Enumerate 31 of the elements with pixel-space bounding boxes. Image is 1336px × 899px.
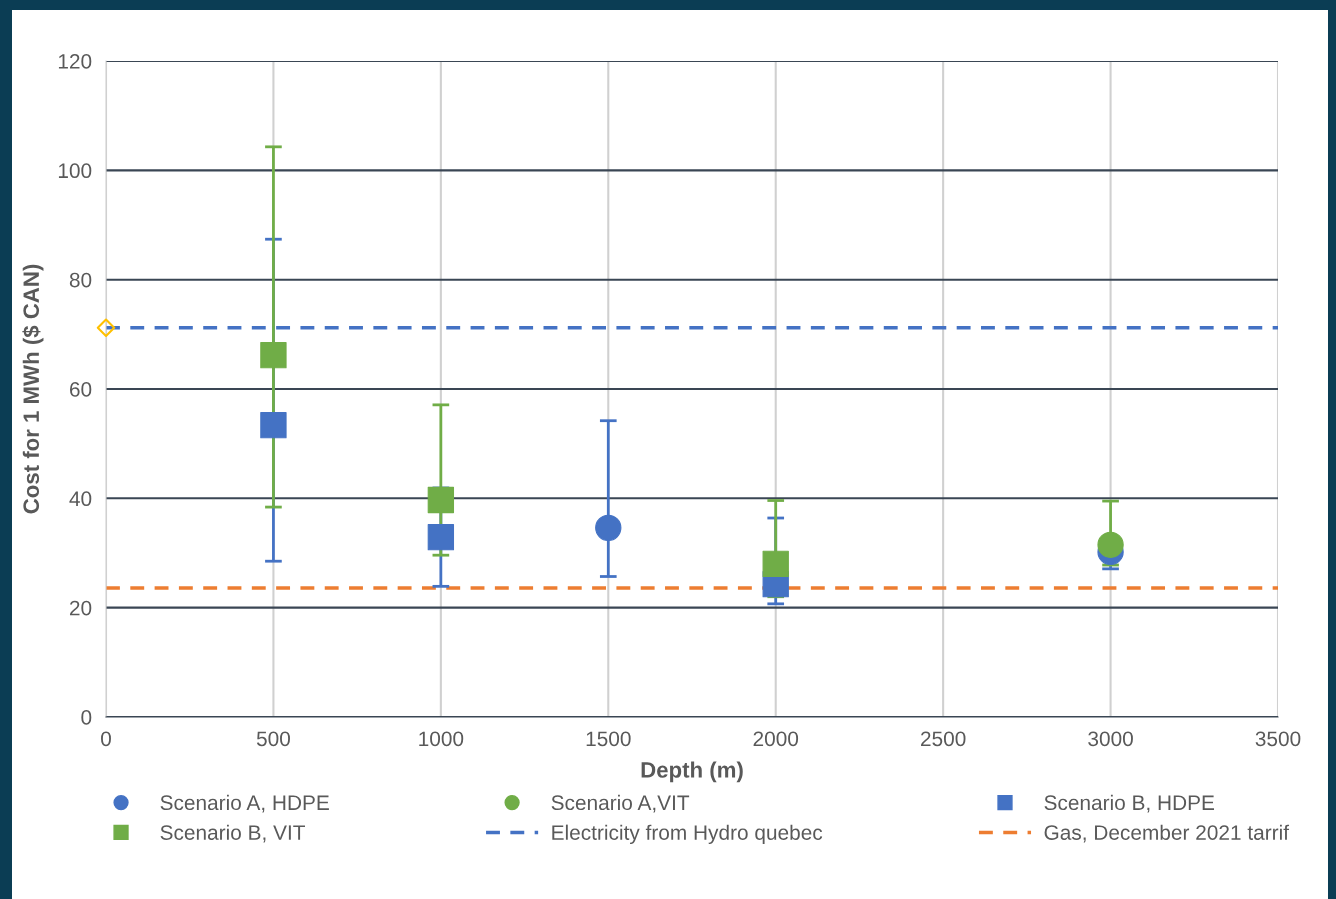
legend-label: Scenario A, HDPE [160, 794, 329, 813]
x-tick-label: 3500 [1255, 731, 1301, 747]
point [595, 514, 622, 542]
x-tick-label: 2000 [753, 731, 799, 747]
y-tick-label: 60 [70, 382, 92, 397]
x-tick-label: 0 [101, 731, 111, 747]
point [1097, 531, 1124, 558]
point [427, 486, 455, 514]
point [427, 523, 455, 551]
x-tick-label: 500 [256, 731, 290, 747]
point [260, 411, 287, 439]
x-tick-label: 1000 [419, 731, 464, 747]
point [96, 318, 116, 338]
x-tick-label: 1500 [586, 731, 631, 747]
legend-label: Gas, December 2021 tarrif [1044, 824, 1290, 843]
x-axis-title: Depth (m) [641, 761, 743, 783]
legend-label: Scenario B, VIT [160, 824, 305, 843]
y-tick-label: 120 [58, 54, 92, 69]
y-tick-label: 80 [69, 272, 92, 288]
x-tick-label: 2500 [921, 731, 966, 747]
y-tick-label: 20 [69, 600, 92, 616]
x-tick-label: 3000 [1088, 731, 1133, 747]
legend-label: Scenario B, HDPE [1044, 794, 1215, 813]
y-tick-label: 100 [58, 163, 92, 179]
y-axis-title: Cost for 1 MWh ($ CAN) [22, 264, 44, 514]
y-tick-label: 0 [81, 710, 92, 725]
point [260, 341, 287, 369]
legend-label: Electricity from Hydro quebec [552, 824, 823, 845]
point [762, 550, 789, 578]
legend-label: Scenario A,VIT [551, 794, 690, 813]
y-tick-label: 40 [69, 491, 92, 507]
